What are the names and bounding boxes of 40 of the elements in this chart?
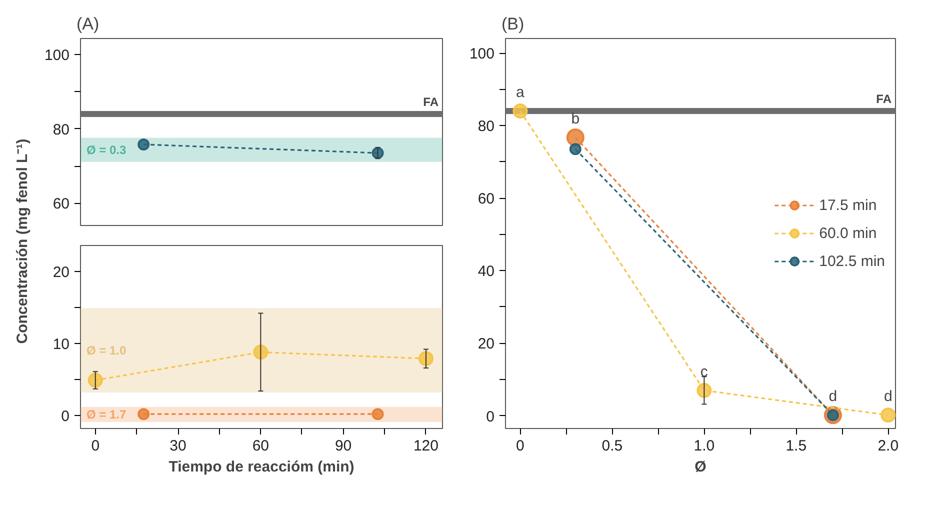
- y-axis-title: Concentración (mg fenol L⁻¹): [14, 138, 31, 344]
- ref-line-label: FA: [876, 92, 892, 106]
- y-tick-label: 80: [52, 121, 70, 138]
- legend-label: 102.5 min: [819, 252, 885, 270]
- chart-title: (A): [76, 14, 100, 34]
- y-tick-label: 80: [478, 118, 495, 136]
- annotation: c: [700, 363, 708, 380]
- y-tick-label: 0: [61, 408, 70, 426]
- x-axis-title: Tiempo de reaccióm (min): [168, 458, 354, 476]
- annotation: d: [828, 388, 838, 406]
- x-tick-label: 1.5: [786, 438, 807, 454]
- annotation: b: [571, 110, 580, 128]
- x-tick-label: 30: [170, 438, 186, 454]
- legend-label: 60.0 min: [819, 224, 877, 242]
- x-axis-title: Ø: [694, 458, 707, 476]
- annotation: d: [884, 388, 892, 406]
- x-tick-label: 90: [334, 438, 352, 454]
- band-label: Ø = 0.3: [86, 142, 127, 157]
- y-tick-label: 20: [478, 336, 495, 353]
- band-label: Ø = 1.7: [86, 407, 127, 422]
- y-tick-label: 10: [52, 336, 70, 353]
- y-tick-label: 60: [52, 196, 70, 213]
- x-tick-label: 2.0: [878, 438, 899, 454]
- x-tick-label: 60: [252, 438, 270, 454]
- band-label: Ø = 1.0: [86, 343, 127, 358]
- x-tick-label: 0: [516, 438, 524, 454]
- y-tick-label: 100: [469, 46, 495, 63]
- x-tick-label: 120: [413, 438, 438, 454]
- annotation: a: [516, 84, 526, 102]
- y-tick-label: 40: [478, 263, 495, 280]
- y-tick-label: 0: [486, 408, 494, 426]
- y-tick-label: 100: [44, 46, 70, 64]
- legend-label: 17.5 min: [819, 196, 877, 214]
- ref-line-label: FA: [423, 94, 439, 109]
- x-tick-label: 1.0: [694, 438, 715, 454]
- y-tick-label: 20: [52, 264, 70, 281]
- x-tick-label: 0: [91, 438, 100, 454]
- chart-title: (B): [502, 14, 524, 34]
- x-tick-label: 0.5: [602, 438, 623, 454]
- y-tick-label: 60: [478, 190, 495, 208]
